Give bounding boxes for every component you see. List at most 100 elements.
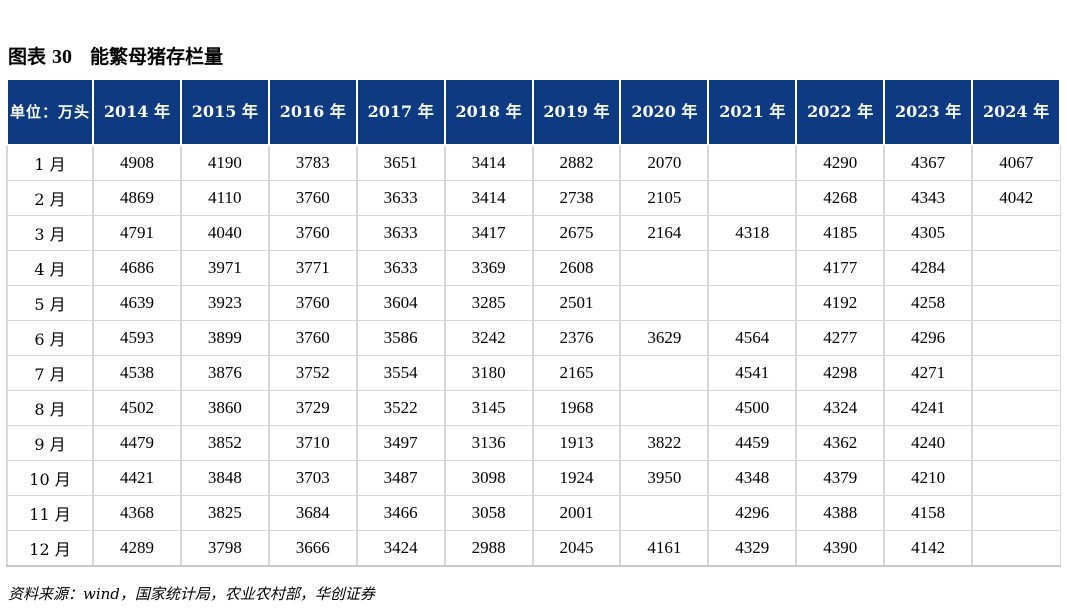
value-cell: 4271 bbox=[883, 355, 973, 391]
value-cell: 4329 bbox=[707, 530, 797, 567]
value-cell: 1924 bbox=[531, 460, 621, 496]
value-cell bbox=[971, 215, 1061, 251]
year-header: 2014 年 bbox=[92, 78, 182, 146]
value-cell: 2882 bbox=[531, 144, 621, 181]
value-cell: 3098 bbox=[443, 460, 534, 496]
value-cell: 4185 bbox=[795, 215, 885, 251]
value-cell: 2164 bbox=[619, 215, 709, 251]
table-row: 1 月 4908 4190 3783 3651 3414 2882 2070 4290 4367 4… bbox=[6, 144, 1061, 181]
value-cell: 4686 bbox=[92, 250, 182, 286]
month-cell: 7 月 bbox=[6, 355, 94, 391]
value-cell: 3651 bbox=[355, 144, 446, 181]
value-cell bbox=[707, 180, 797, 216]
value-cell: 3971 bbox=[179, 250, 270, 286]
value-cell: 3852 bbox=[179, 425, 270, 461]
value-cell: 3424 bbox=[355, 530, 446, 567]
value-cell bbox=[971, 425, 1061, 461]
value-cell: 3822 bbox=[619, 425, 709, 461]
value-cell: 4500 bbox=[707, 390, 797, 426]
value-cell: 4564 bbox=[707, 320, 797, 356]
value-cell: 4142 bbox=[883, 530, 973, 567]
month-cell: 6 月 bbox=[6, 320, 94, 356]
value-cell: 4324 bbox=[795, 390, 885, 426]
value-cell bbox=[619, 390, 709, 426]
sow-inventory-table: 单位：万头 2014 年 2015 年 2016 年 2017 年 2018 年… bbox=[6, 78, 1061, 567]
value-cell bbox=[707, 250, 797, 286]
value-cell bbox=[971, 495, 1061, 531]
value-cell: 2376 bbox=[531, 320, 621, 356]
unit-header: 单位：万头 bbox=[6, 78, 94, 146]
value-cell: 4343 bbox=[883, 180, 973, 216]
value-cell: 4298 bbox=[795, 355, 885, 391]
value-cell: 4479 bbox=[92, 425, 182, 461]
value-cell: 3666 bbox=[267, 530, 358, 567]
value-cell: 4241 bbox=[883, 390, 973, 426]
value-cell: 4538 bbox=[92, 355, 182, 391]
value-cell: 4161 bbox=[619, 530, 709, 567]
value-cell: 3522 bbox=[355, 390, 446, 426]
value-cell: 4348 bbox=[707, 460, 797, 496]
value-cell: 2675 bbox=[531, 215, 621, 251]
month-cell: 3 月 bbox=[6, 215, 94, 251]
value-cell: 4368 bbox=[92, 495, 182, 531]
value-cell: 4367 bbox=[883, 144, 973, 181]
value-cell: 3760 bbox=[267, 320, 358, 356]
figure-caption: 能繁母猪存栏量 bbox=[90, 46, 224, 68]
value-cell: 3771 bbox=[267, 250, 358, 286]
table-row: 11 月 4368 3825 3684 3466 3058 2001 4296 4388 4158 bbox=[6, 495, 1061, 531]
table-row: 10 月 4421 3848 3703 3487 3098 1924 3950 4348 4379… bbox=[6, 460, 1061, 496]
value-cell: 4284 bbox=[883, 250, 973, 286]
value-cell: 4289 bbox=[92, 530, 182, 567]
value-cell: 4177 bbox=[795, 250, 885, 286]
value-cell bbox=[619, 495, 709, 531]
value-cell: 4639 bbox=[92, 285, 182, 321]
value-cell: 2105 bbox=[619, 180, 709, 216]
value-cell: 4296 bbox=[883, 320, 973, 356]
value-cell bbox=[707, 285, 797, 321]
value-cell: 2738 bbox=[531, 180, 621, 216]
value-cell: 3760 bbox=[267, 285, 358, 321]
year-header: 2022 年 bbox=[795, 78, 886, 146]
value-cell: 1968 bbox=[531, 390, 621, 426]
table-row: 9 月 4479 3852 3710 3497 3136 1913 3822 4459 4362 4… bbox=[6, 425, 1061, 461]
month-cell: 10 月 bbox=[6, 460, 94, 496]
value-cell: 4040 bbox=[179, 215, 270, 251]
value-cell bbox=[971, 530, 1061, 567]
value-cell: 4791 bbox=[92, 215, 182, 251]
value-cell: 3629 bbox=[619, 320, 709, 356]
value-cell bbox=[971, 250, 1061, 286]
value-cell: 4240 bbox=[883, 425, 973, 461]
value-cell: 3729 bbox=[267, 390, 358, 426]
value-cell: 2608 bbox=[531, 250, 621, 286]
figure-label: 图表 bbox=[8, 46, 47, 68]
value-cell: 4379 bbox=[795, 460, 885, 496]
value-cell: 3798 bbox=[179, 530, 270, 567]
value-cell: 3783 bbox=[267, 144, 358, 181]
value-cell: 4318 bbox=[707, 215, 797, 251]
value-cell: 2988 bbox=[443, 530, 534, 567]
value-cell: 4192 bbox=[795, 285, 885, 321]
header-row: 单位：万头 2014 年 2015 年 2016 年 2017 年 2018 年… bbox=[6, 78, 1061, 146]
value-cell bbox=[971, 285, 1061, 321]
value-cell: 1913 bbox=[531, 425, 621, 461]
value-cell: 3180 bbox=[443, 355, 534, 391]
value-cell: 3136 bbox=[443, 425, 534, 461]
value-cell: 3760 bbox=[267, 180, 358, 216]
value-cell: 3466 bbox=[355, 495, 446, 531]
value-cell: 3710 bbox=[267, 425, 358, 461]
year-header: 2021 年 bbox=[707, 78, 798, 146]
month-cell: 1 月 bbox=[6, 144, 94, 181]
value-cell: 3586 bbox=[355, 320, 446, 356]
value-cell: 3417 bbox=[443, 215, 534, 251]
value-cell bbox=[707, 144, 797, 181]
value-cell: 3848 bbox=[179, 460, 270, 496]
month-cell: 12 月 bbox=[6, 530, 94, 567]
table-row: 7 月 4538 3876 3752 3554 3180 2165 4541 4298 4271 bbox=[6, 355, 1061, 391]
value-cell: 3684 bbox=[267, 495, 358, 531]
value-cell: 3414 bbox=[443, 144, 534, 181]
month-cell: 8 月 bbox=[6, 390, 94, 426]
value-cell: 4362 bbox=[795, 425, 885, 461]
value-cell: 4268 bbox=[795, 180, 885, 216]
value-cell bbox=[971, 460, 1061, 496]
value-cell: 4541 bbox=[707, 355, 797, 391]
